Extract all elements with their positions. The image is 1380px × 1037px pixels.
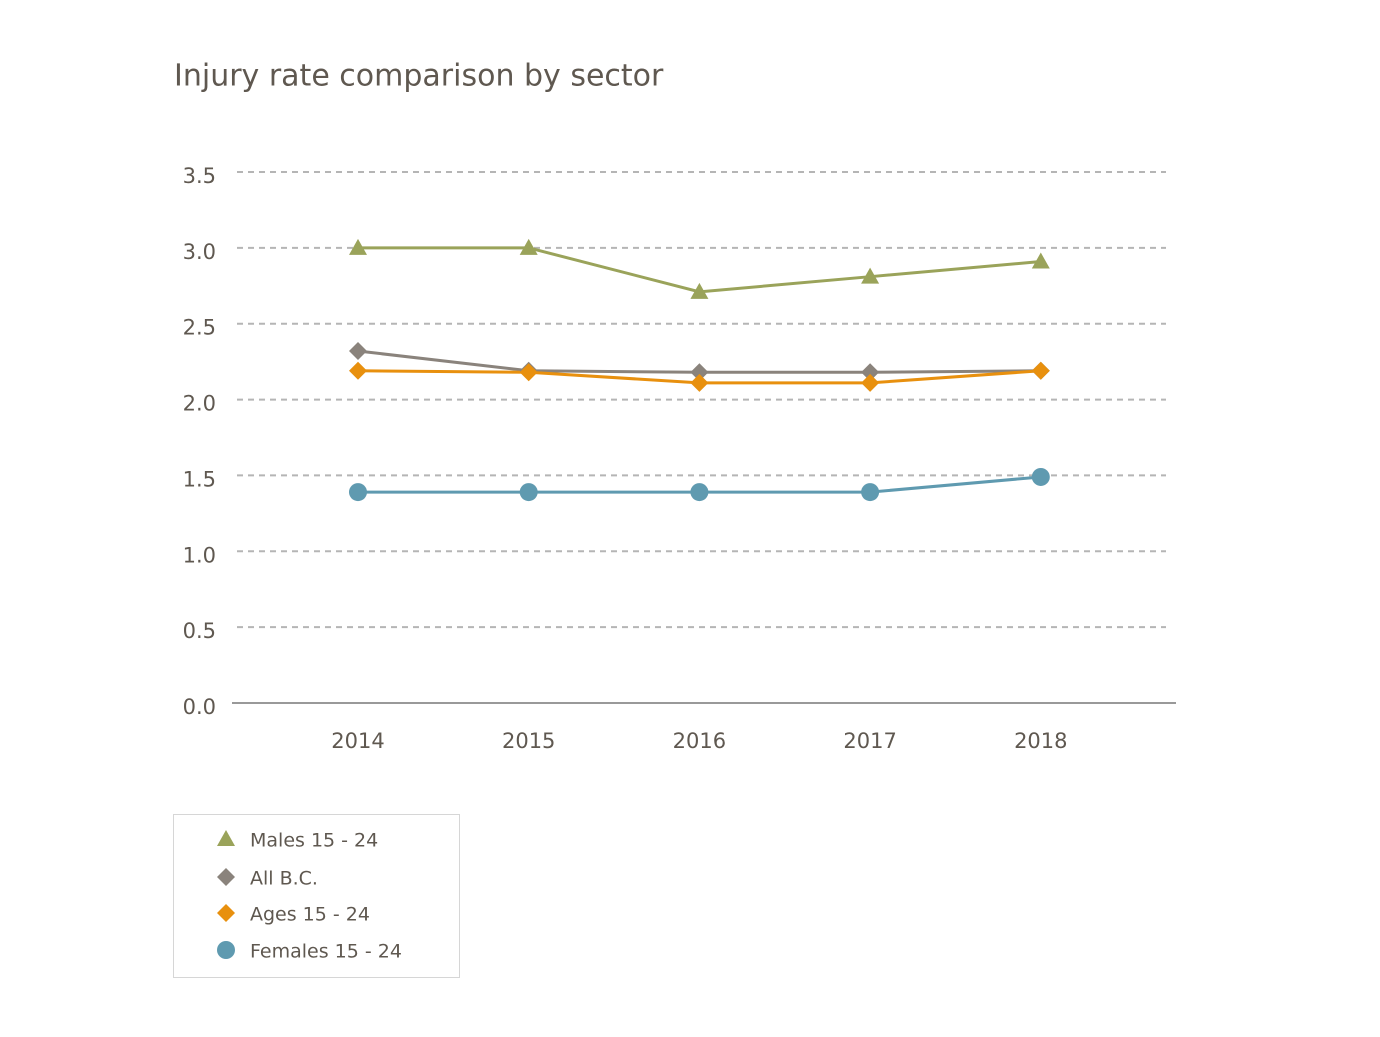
y-tick-label: 0.5: [183, 619, 216, 643]
legend-label: Females 15 - 24: [250, 941, 402, 963]
legend-marker: [217, 904, 235, 922]
chart-title: Injury rate comparison by sector: [174, 59, 664, 94]
data-point: [349, 342, 367, 361]
data-point: [690, 373, 709, 392]
legend-label: Males 15 - 24: [250, 830, 378, 852]
data-point: [861, 373, 880, 392]
data-point: [1031, 467, 1050, 486]
data-point: [861, 483, 880, 502]
y-tick-label: 1.0: [183, 543, 216, 567]
data-point: [861, 267, 880, 284]
data-point: [690, 363, 709, 382]
data-point: [1031, 252, 1050, 269]
y-tick-label: 3.0: [183, 240, 216, 264]
data-point: [519, 363, 538, 382]
data-point: [349, 483, 367, 502]
data-point: [519, 238, 538, 255]
data-point: [1031, 361, 1050, 380]
x-tick-label: 2018: [1014, 729, 1067, 753]
data-point: [861, 363, 880, 382]
data-point: [349, 238, 367, 255]
legend-label: All B.C.: [250, 868, 318, 890]
x-tick-label: 2017: [843, 729, 896, 753]
legend-marker: [217, 830, 235, 846]
y-tick-label: 2.0: [183, 392, 216, 416]
data-point: [690, 282, 709, 299]
y-tick-label: 0.0: [183, 695, 216, 719]
data-point: [519, 483, 538, 502]
x-tick-label: 2016: [673, 729, 726, 753]
legend-marker: [217, 941, 235, 959]
y-tick-label: 1.5: [183, 467, 216, 491]
x-tick-label: 2015: [502, 729, 555, 753]
legend-label: Ages 15 - 24: [250, 904, 370, 926]
y-tick-label: 3.5: [183, 164, 216, 188]
data-point: [349, 361, 367, 380]
y-tick-label: 2.5: [183, 316, 216, 340]
data-point: [690, 483, 709, 502]
x-tick-label: 2014: [331, 729, 384, 753]
legend-marker: [217, 868, 235, 886]
